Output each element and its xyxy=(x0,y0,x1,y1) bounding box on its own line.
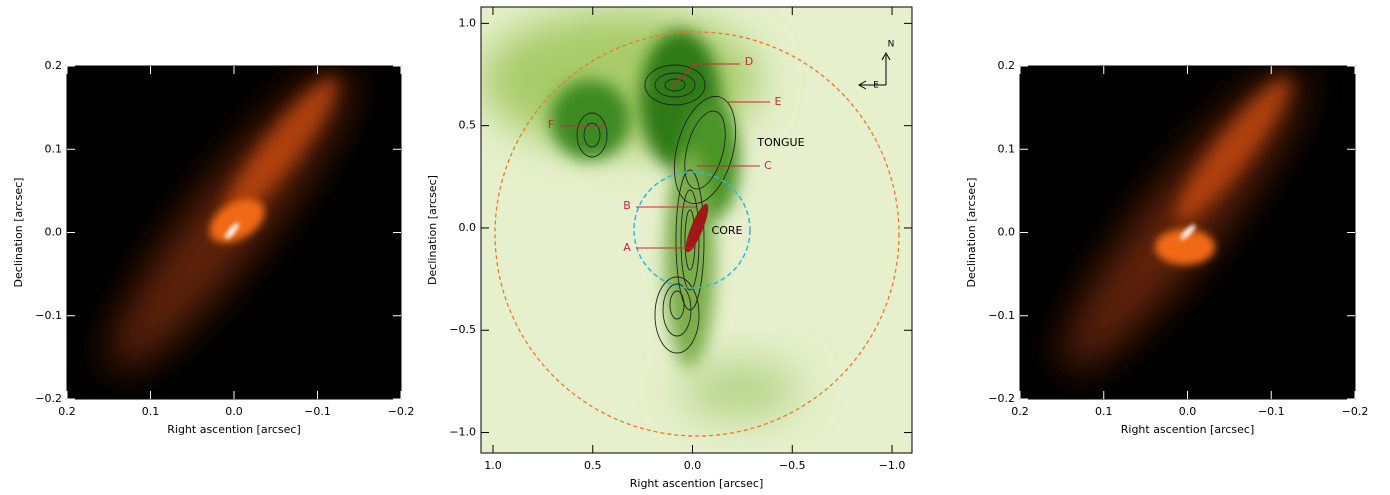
annotation: B xyxy=(623,199,631,212)
y-tick-label: −0.1 xyxy=(35,309,62,322)
x-tick-label: −0.2 xyxy=(1342,405,1369,418)
x-tick-label: 1.0 xyxy=(484,459,502,472)
x-tick-label: −1.0 xyxy=(879,459,906,472)
x-tick-label: −0.1 xyxy=(1258,405,1285,418)
annotation: C xyxy=(764,159,772,172)
y-tick-label: 0.2 xyxy=(998,59,1016,72)
annotation: CORE xyxy=(712,224,743,237)
y-tick-label: −0.5 xyxy=(449,323,476,336)
x-tick-label: 0.0 xyxy=(225,405,243,418)
y-tick-label: −0.2 xyxy=(35,392,62,405)
y-axis-label: Declination [arcsec] xyxy=(12,178,25,288)
y-tick-label: 0.1 xyxy=(45,142,63,155)
x-tick-label: 0.1 xyxy=(1095,405,1113,418)
annotation: F xyxy=(548,118,554,131)
y-axis-label: Declination [arcsec] xyxy=(965,178,978,288)
x-tick-label: −0.2 xyxy=(388,405,415,418)
compass-label: N xyxy=(888,40,895,50)
x-tick-label: 0.2 xyxy=(58,405,76,418)
x-axis-label: Right ascention [arcsec] xyxy=(630,477,764,490)
left-image xyxy=(67,66,401,399)
x-tick-label: −0.1 xyxy=(304,405,331,418)
y-tick-label: 0.0 xyxy=(998,226,1016,239)
annotation: E xyxy=(775,95,782,108)
y-tick-label: 0.0 xyxy=(45,226,63,239)
y-tick-label: 1.0 xyxy=(459,16,477,29)
compass-label: E xyxy=(873,81,879,91)
y-tick-label: −1.0 xyxy=(449,426,476,439)
right-image xyxy=(1020,66,1355,399)
x-tick-label: 0.2 xyxy=(1011,405,1029,418)
annotation: D xyxy=(745,55,753,68)
y-tick-label: −0.1 xyxy=(988,309,1015,322)
middle-map xyxy=(481,7,912,453)
x-tick-label: 0.0 xyxy=(1179,405,1197,418)
y-tick-label: −0.2 xyxy=(988,392,1015,405)
x-axis-label: Right ascention [arcsec] xyxy=(1121,423,1255,436)
y-axis-label: Declination [arcsec] xyxy=(426,175,439,285)
x-tick-label: −0.5 xyxy=(779,459,806,472)
y-tick-label: 0.2 xyxy=(45,59,63,72)
y-tick-label: 0.5 xyxy=(459,119,477,132)
x-axis-label: Right ascention [arcsec] xyxy=(167,423,301,436)
x-tick-label: 0.1 xyxy=(142,405,160,418)
annotation: A xyxy=(623,241,631,254)
annotation: TONGUE xyxy=(756,136,804,149)
y-tick-label: 0.0 xyxy=(459,221,477,234)
y-tick-label: 0.1 xyxy=(998,142,1016,155)
x-tick-label: 0.0 xyxy=(684,459,702,472)
x-tick-label: 0.5 xyxy=(584,459,602,472)
